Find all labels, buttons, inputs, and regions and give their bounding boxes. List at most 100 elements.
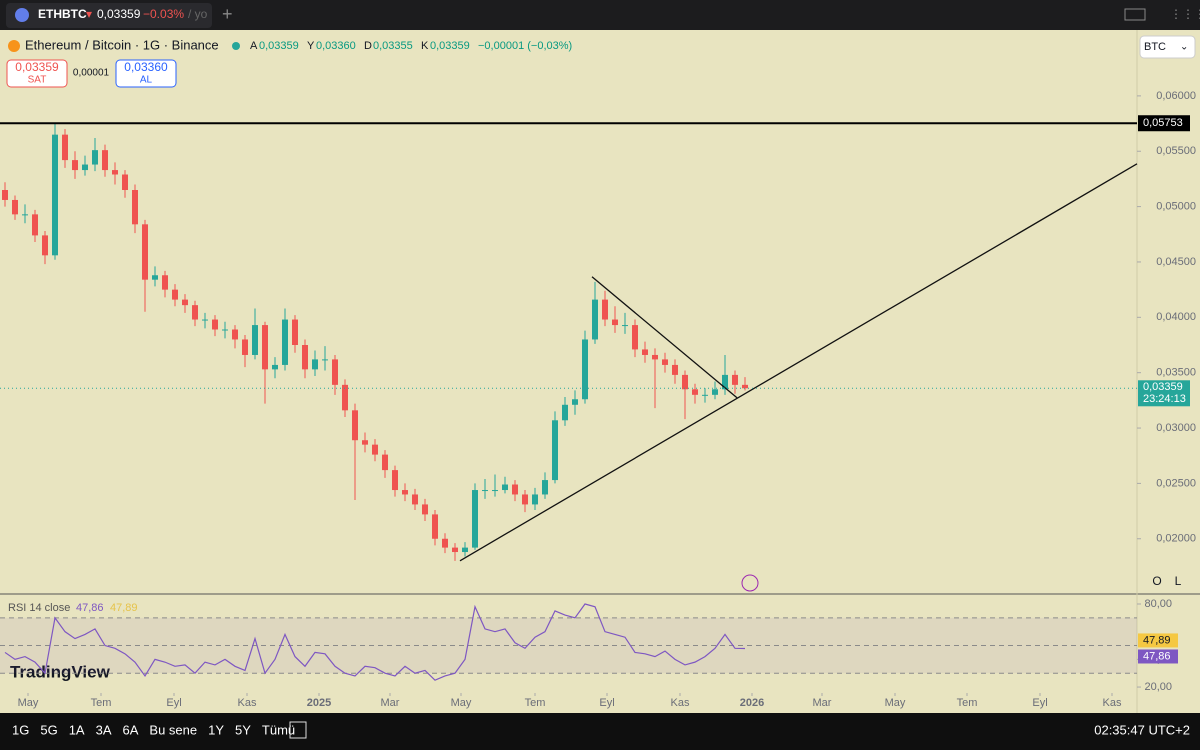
candle-body	[352, 410, 358, 441]
rsi-value: 47,86	[76, 602, 104, 614]
y-tick-label: 0,06000	[1156, 90, 1196, 102]
trendline	[591, 276, 738, 399]
candle-body	[442, 538, 448, 548]
candle-body	[652, 354, 658, 360]
range-button[interactable]: 1Y	[208, 722, 224, 737]
x-tick-label: May	[885, 697, 906, 709]
ohlc-label: Y	[307, 40, 315, 52]
range-button[interactable]: Bu sene	[149, 722, 197, 737]
calendar-icon[interactable]	[289, 721, 307, 739]
tab-symbol: ETHBTC	[38, 7, 87, 21]
candle-body	[582, 339, 588, 400]
candle-body	[412, 494, 418, 505]
ohlc-value: 0,03359	[259, 40, 299, 52]
buy-button[interactable]	[115, 59, 177, 88]
layout-icon[interactable]	[1124, 8, 1146, 21]
range-button[interactable]: 6A	[123, 722, 139, 737]
sell-price: 0,03359	[15, 60, 59, 74]
y-tick-label: 0,02500	[1156, 477, 1196, 489]
range-button[interactable]: 1G	[12, 722, 29, 737]
candle-body	[1, 190, 8, 200]
candle-body	[632, 325, 638, 350]
event-icon[interactable]	[741, 574, 759, 592]
bottom-toolbar	[0, 713, 1200, 750]
candle-body	[192, 305, 198, 320]
candle-body	[342, 384, 348, 411]
sell-label: SAT	[28, 75, 47, 86]
candle-body	[692, 389, 698, 395]
x-tick-label: 2025	[307, 697, 331, 709]
candle-body	[322, 359, 328, 361]
x-tick-label: Tem	[91, 697, 112, 709]
x-tick-label: Mar	[813, 697, 832, 709]
logo: TradingView	[10, 662, 111, 681]
ohlc-label: A	[250, 40, 258, 52]
candle-body	[22, 214, 28, 216]
candle-body	[712, 389, 718, 395]
candle-body	[392, 470, 398, 491]
status-dot	[232, 42, 240, 50]
spread: 0,00001	[73, 68, 110, 79]
rsi-tag	[1138, 633, 1178, 648]
candle-body	[152, 275, 158, 280]
clock: 02:35:47 UTC+2	[1094, 722, 1190, 737]
x-tick-label: Eyl	[1032, 697, 1047, 709]
rsi-y-tick-label: 80,00	[1144, 598, 1172, 610]
symbol-title: Ethereum / Bitcoin · 1G · Binance	[25, 37, 219, 52]
candle-body	[362, 440, 368, 445]
y-tick-label: 0,05500	[1156, 145, 1196, 157]
tab-change: −0.03%	[143, 7, 184, 21]
candle-body	[262, 325, 268, 370]
candle-body	[272, 364, 278, 370]
candle-body	[82, 164, 88, 171]
buy-label: AL	[140, 75, 153, 86]
x-tick-label: Tem	[957, 697, 978, 709]
range-button[interactable]: 3A	[96, 722, 112, 737]
candle-body	[252, 325, 258, 355]
new-tab[interactable]: +	[222, 4, 233, 24]
candle-body	[182, 299, 188, 306]
range-button[interactable]: Tümü	[262, 722, 295, 737]
x-tick-label: Eyl	[599, 697, 614, 709]
candle-body	[242, 339, 248, 355]
buy-price: 0,03360	[124, 60, 168, 74]
sell-button[interactable]	[6, 59, 68, 88]
level-tag	[1138, 115, 1190, 132]
tab-extra: / yo	[188, 7, 208, 21]
menu-icon[interactable]: ⋮⋮⋮	[1170, 7, 1200, 21]
rsi-line	[4, 603, 746, 681]
candle-body	[202, 319, 208, 321]
candle-body	[332, 359, 338, 385]
candle-body	[42, 235, 48, 256]
currency-button[interactable]	[1139, 35, 1196, 59]
candle-body	[212, 319, 218, 330]
candle-body	[462, 547, 468, 553]
scale-button[interactable]: O	[1152, 574, 1161, 588]
tab[interactable]	[6, 3, 212, 28]
ohlc-label: D	[364, 40, 372, 52]
candle-body	[452, 547, 458, 553]
rsi-tag-label: 47,89	[1143, 634, 1171, 646]
scale-button[interactable]: L	[1175, 574, 1182, 588]
ohlc-value: 0,03360	[316, 40, 356, 52]
candle-body	[142, 224, 148, 280]
rsi-title: RSI 14 close	[8, 602, 70, 614]
range-button[interactable]: 5Y	[235, 722, 251, 737]
tab-arrow: ▾	[86, 7, 92, 21]
candle-body	[282, 319, 288, 365]
rsi-tag-label: 47,86	[1143, 650, 1171, 662]
range-button[interactable]: 5G	[40, 722, 57, 737]
candle-body	[72, 160, 78, 171]
x-tick-label: Kas	[1103, 697, 1122, 709]
last-price-label: 0,03359	[1143, 381, 1183, 393]
rsi-tag	[1138, 649, 1178, 664]
candle-body	[702, 394, 708, 396]
candle-body	[132, 190, 138, 225]
rsi-y-tick-label: 20,00	[1144, 681, 1172, 693]
candle-body	[552, 420, 558, 481]
candle-body	[232, 329, 238, 340]
range-button[interactable]: 1A	[69, 722, 85, 737]
candle-body	[522, 494, 528, 505]
last-price-tag	[1138, 380, 1190, 407]
